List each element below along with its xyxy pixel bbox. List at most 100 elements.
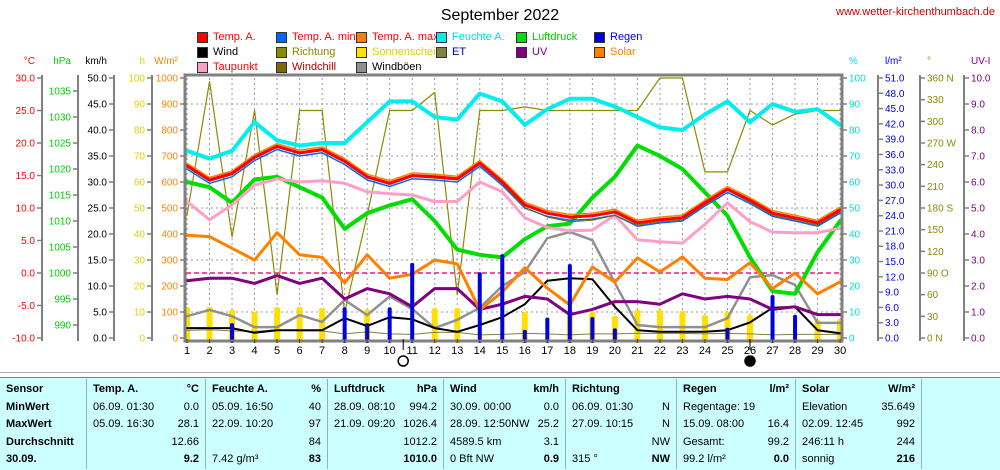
page-title: September 2022 (440, 7, 560, 24)
cell-text: 0 Bft NW (450, 453, 495, 465)
axis-tick-label: 30.0 (88, 178, 108, 189)
cell-value: 1012.2 (403, 435, 437, 448)
row-label: MinWert (6, 400, 50, 413)
cell-text: 7.42 g/m³ (212, 453, 259, 465)
row-label: 30.09. (6, 453, 37, 465)
axis-tick-label: 60 (927, 290, 939, 301)
sunshine-bar (454, 308, 461, 343)
website-link[interactable]: www.wetter-kirchenthumbach.de (836, 6, 995, 18)
axis-tick-label: 600 (161, 178, 178, 189)
axis-tick-label: 40 (849, 230, 861, 241)
cell-text: 27.09. 10:15 (572, 418, 634, 430)
axis-tick-label: 40 (134, 230, 146, 241)
day-label: 8 (342, 345, 348, 357)
column-unit: hPa (416, 383, 437, 395)
axis-tick-label: 35.0 (88, 152, 108, 163)
column-unit: l/m² (769, 383, 789, 395)
axis-tick-label: 15.0 (16, 171, 36, 182)
cell-value: 216 (896, 453, 915, 465)
axis-tick-label: 45.0 (885, 104, 905, 115)
cell-text: 02.09. 12:45 (802, 418, 864, 430)
axis-tick-label: 2.0 (971, 282, 985, 293)
axis-tick-label: 9.0 (885, 288, 899, 299)
et-swatch-icon (436, 46, 447, 58)
day-label: 4 (251, 345, 257, 357)
cell-value: 35.649 (881, 400, 915, 413)
legend-item-windchill: Windchill (276, 61, 336, 73)
column-unit: % (311, 383, 321, 395)
cell-value: 9.2 (183, 453, 199, 465)
axis-tick-label: 300 (927, 117, 944, 128)
axis-tick-label: 3.0 (971, 256, 985, 267)
cell-text: 22.09. 10:20 (212, 418, 274, 430)
axis-tick-label: 50.0 (88, 74, 108, 85)
rain-bar (230, 323, 235, 343)
table-column-feuchte-a-: Feuchte A.% 05.09. 16:50 40 22.09. 10:20 97 8… (205, 379, 327, 469)
axis-tick-label: 990 (54, 321, 71, 332)
axis-unit-label: W/m² (154, 56, 179, 67)
row-label: MaxWert (6, 418, 52, 430)
axis-tick-label: 5.0 (93, 308, 107, 319)
cell-value: 992 (896, 418, 915, 430)
day-label: 20 (609, 345, 621, 357)
series-temp-a-min-line (186, 148, 841, 227)
axis-tick-label: 30 (849, 256, 861, 267)
row-label: Durchschnitt (6, 435, 74, 448)
axis-tick-label: 0.0 (93, 334, 107, 345)
weather-chart: -10.0-5.00.05.010.015.020.025.030.0°C990… (12, 56, 991, 367)
sunshine-bar (274, 307, 281, 343)
axis-tick-label: 90 O (927, 269, 949, 280)
day-axis: 1 2 3 4 5 6 7 8 9 10 11 12 13 14 15 16 17 18 19 20 21 22 23 24 2… (184, 339, 846, 367)
rain-bar (545, 317, 550, 343)
axis-tick-label: 1015 (49, 191, 72, 202)
axis-tick-label: 100 (128, 74, 145, 85)
cell-value: 28.1 (177, 418, 199, 430)
axis-tick-label: 10.0 (971, 74, 991, 85)
legend-item-et: ET (436, 46, 466, 58)
axis-tick-label: 150 (927, 225, 944, 236)
cell-text: 246:11 h (802, 435, 845, 448)
day-label: 18 (564, 345, 576, 357)
cell-value: 40 (308, 400, 321, 413)
table-column-regen: Regen l/m² Regentage: 19 15.09. 08:00 16.4 Ge… (676, 379, 795, 469)
temp-a-swatch-icon (197, 31, 208, 43)
series-temp-a-line (185, 144, 842, 225)
column-name: Temp. A. (93, 383, 139, 395)
axis-tick-label: 200 (161, 282, 178, 293)
feuchte-a-swatch-icon (436, 31, 447, 43)
sunshine-bar (814, 320, 821, 343)
day-label: 22 (654, 345, 666, 357)
axes: -10.0 -5.0 0.0 5.0 10.0 15.0 20.0 25.0 30.0 °C 990… (12, 56, 991, 345)
axis-tick-label: 5.0 (21, 236, 35, 247)
cell-value: 25.2 (537, 418, 559, 430)
axis-tick-label: 1005 (49, 243, 72, 254)
axis-tick-label: 27.0 (885, 196, 905, 207)
day-label: 28 (789, 345, 801, 357)
axis-tick-label: 8.0 (971, 126, 985, 137)
rain-bar (770, 295, 775, 343)
cell-text: 15.09. 08:00 (683, 418, 745, 430)
cell-text: sonnig (802, 453, 835, 465)
axis-tick-label: 40.0 (88, 126, 108, 137)
rain-bar (342, 307, 347, 343)
cell-value: 99.2 (767, 435, 789, 448)
sonnenschein-swatch-icon (356, 46, 367, 58)
axis-tick-label: 300 (161, 256, 178, 267)
axis-tick-label: 1025 (49, 139, 72, 150)
axis-tick-label: 51.0 (885, 74, 905, 85)
axis-tick-label: 12.0 (885, 272, 905, 283)
axis-tick-label: 60 (134, 178, 146, 189)
axis-tick-label: 33.0 (885, 165, 905, 176)
axis-unit-label: km/h (85, 56, 107, 67)
cell-value: NW (651, 435, 670, 448)
axis-tick-label: 0 (172, 334, 178, 345)
day-label: 14 (474, 345, 486, 357)
legend-label: Windchill (292, 61, 337, 73)
axis-tick-label: 995 (54, 295, 71, 306)
cell-text: 99.2 l/m² (683, 453, 726, 465)
axis-tick-label: 0.0 (21, 269, 35, 280)
axis-tick-label: 90 (849, 100, 861, 111)
axis-tick-label: 1035 (49, 87, 72, 98)
axis-tick-label: 360 N (927, 74, 954, 85)
